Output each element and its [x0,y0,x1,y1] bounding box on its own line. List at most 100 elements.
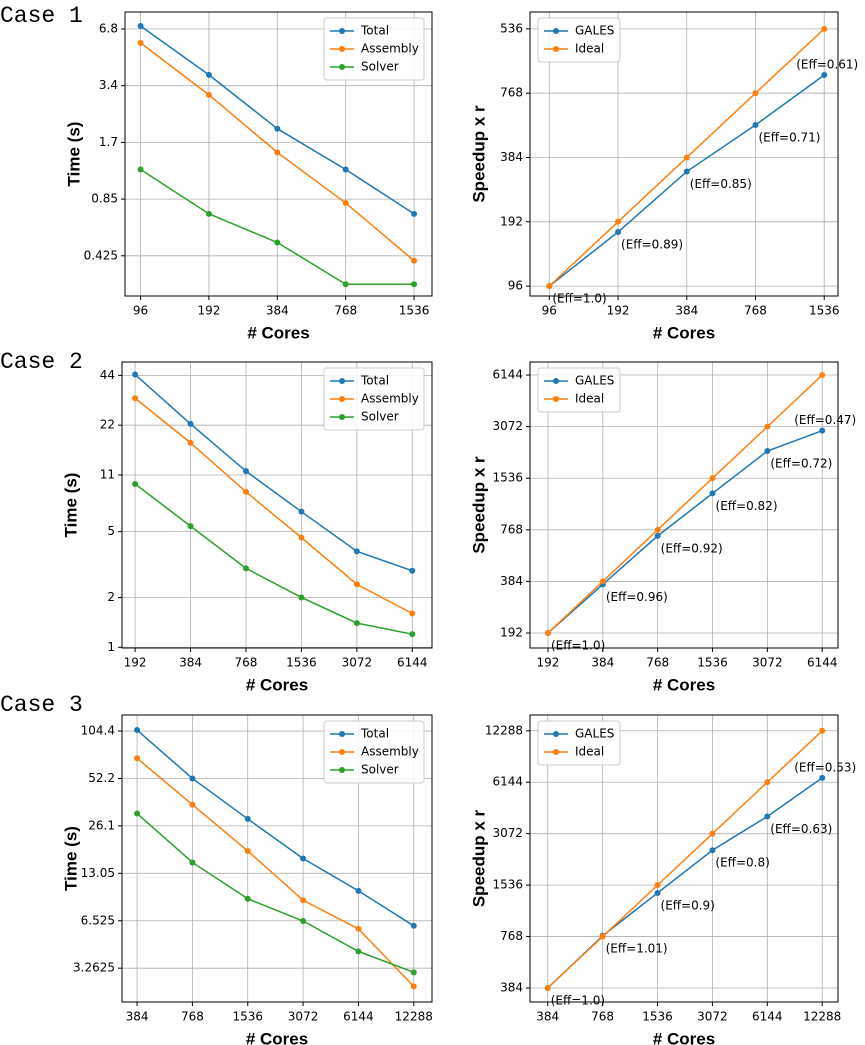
x-tick-label: 96 [542,304,557,318]
annotation: (Eff=0.72) [770,457,832,471]
data-point [409,567,416,574]
legend-label: Ideal [575,392,604,406]
data-point [764,779,771,786]
data-point [819,372,826,379]
data-point [205,71,212,78]
data-point [189,801,196,808]
x-axis-label: # Cores [246,675,308,694]
data-point [821,25,828,32]
data-point [353,581,360,588]
data-point [709,830,716,837]
annotation: (Eff=0.63) [770,822,832,836]
y-tick-label: 768 [500,929,523,943]
data-point [300,918,307,925]
y-tick-label: 11 [100,467,115,481]
legend-box [537,720,621,766]
y-tick-label: 52.2 [88,771,115,785]
annotation: (Eff=1.0) [552,292,606,306]
y-tick-label: 5 [107,524,115,538]
x-tick-label: 1536 [809,304,840,318]
x-axis-label: # Cores [653,675,715,694]
x-tick-label: 3072 [697,1010,728,1024]
legend-label: GALES [575,727,614,741]
data-point [189,859,196,866]
x-tick-label: 1536 [642,1010,673,1024]
y-tick-label: 26.1 [88,818,115,832]
data-point [410,969,417,976]
y-tick-label: 768 [500,86,523,100]
data-point [752,121,759,128]
y-axis-label: Time (s) [64,122,83,187]
legend-label: Solver [361,763,399,777]
x-tick-label: 6144 [343,1010,374,1024]
x-tick-label: 768 [591,1010,614,1024]
x-tick-label: 384 [591,656,614,670]
data-point [615,218,622,225]
data-point [244,895,251,902]
y-tick-label: 384 [500,150,523,164]
x-tick-label: 1536 [697,656,728,670]
case-label: Case 2 [0,349,83,375]
data-point [764,813,771,820]
data-point [205,91,212,98]
legend-label: GALES [575,24,614,38]
data-point [819,727,826,734]
data-point [411,210,418,217]
legend-label: Total [360,24,389,38]
legend-box [323,367,425,431]
data-point [709,490,716,497]
y-tick-label: 96 [508,279,523,293]
y-tick-label: 12288 [485,723,523,737]
legend-label: Ideal [575,42,604,56]
annotation: (Eff=1.0) [551,994,605,1008]
data-point [654,882,661,889]
case-label: Case 3 [0,692,83,718]
data-point [654,532,661,539]
annotation: (Eff=0.82) [716,499,778,513]
data-point [752,90,759,97]
data-point [615,229,622,236]
x-tick-label: 768 [334,304,357,318]
y-tick-label: 3072 [492,419,523,433]
y-axis-label: Speedup x r [469,105,488,203]
legend-marker [339,378,345,384]
data-point [137,39,144,46]
data-point [819,427,826,434]
legend-box [323,720,425,784]
x-tick-label: 384 [179,656,202,670]
y-tick-label: 6144 [492,775,523,789]
annotation: (Eff=0.85) [690,177,752,191]
plot-frame [529,714,839,1003]
legend-box [537,17,621,63]
series-line [136,812,415,974]
y-tick-label: 6.8 [99,21,118,35]
series-line [547,730,823,989]
data-point [353,548,360,555]
x-tick-label: 6144 [397,656,428,670]
annotation: (Eff=0.61) [796,58,858,72]
series-line [547,374,823,634]
y-tick-label: 2 [107,590,115,604]
x-tick-label: 384 [266,304,289,318]
data-point [342,281,349,288]
plot-frame [121,714,433,1003]
data-point [544,630,551,637]
x-tick-label: 1536 [286,656,317,670]
series-line [547,777,823,989]
data-point [242,488,249,495]
data-point [137,166,144,173]
data-point [298,594,305,601]
legend-marker [553,28,559,34]
case-label: Case 1 [0,3,83,29]
data-point [355,948,362,955]
annotation: (Eff=0.89) [621,238,683,252]
y-tick-label: 1536 [492,878,523,892]
y-tick-label: 768 [500,522,523,536]
x-tick-label: 6144 [752,1010,783,1024]
data-point [132,395,139,402]
data-point [242,565,249,572]
x-tick-label: 1536 [399,304,430,318]
legend-label: Solver [361,410,399,424]
data-point [300,897,307,904]
